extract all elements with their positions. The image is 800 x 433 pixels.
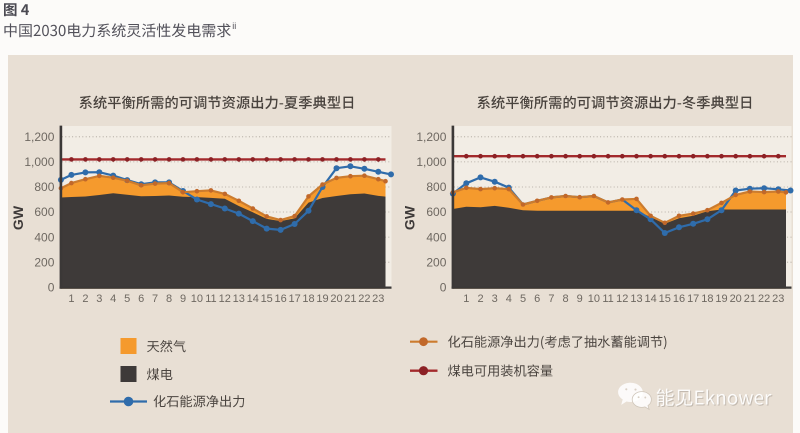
svg-text:14: 14 bbox=[644, 293, 656, 305]
svg-text:8: 8 bbox=[563, 293, 569, 305]
svg-text:2: 2 bbox=[82, 293, 88, 305]
svg-text:15: 15 bbox=[261, 293, 273, 305]
svg-text:7: 7 bbox=[152, 293, 158, 305]
svg-text:400: 400 bbox=[34, 230, 54, 244]
svg-text:20: 20 bbox=[730, 293, 742, 305]
svg-text:1: 1 bbox=[463, 293, 469, 305]
svg-text:20: 20 bbox=[330, 293, 342, 305]
svg-text:GW: GW bbox=[10, 205, 26, 230]
svg-text:5: 5 bbox=[520, 293, 526, 305]
svg-text:1,200: 1,200 bbox=[416, 130, 446, 144]
svg-text:16: 16 bbox=[274, 293, 286, 305]
svg-text:11: 11 bbox=[205, 293, 216, 305]
svg-text:2: 2 bbox=[477, 293, 483, 305]
svg-text:12: 12 bbox=[219, 293, 231, 305]
svg-text:ii: ii bbox=[232, 21, 236, 31]
svg-text:9: 9 bbox=[180, 293, 186, 305]
svg-text:0: 0 bbox=[48, 281, 55, 295]
svg-text:200: 200 bbox=[426, 255, 446, 269]
svg-text:600: 600 bbox=[426, 205, 446, 219]
svg-text:400: 400 bbox=[426, 230, 446, 244]
svg-text:10: 10 bbox=[588, 293, 600, 305]
svg-text:10: 10 bbox=[191, 293, 203, 305]
svg-text:18: 18 bbox=[701, 293, 713, 305]
svg-text:600: 600 bbox=[34, 205, 54, 219]
svg-text:19: 19 bbox=[715, 293, 727, 305]
svg-text:21: 21 bbox=[744, 293, 756, 305]
svg-text:23: 23 bbox=[372, 293, 384, 305]
svg-text:4: 4 bbox=[506, 293, 512, 305]
svg-text:1,200: 1,200 bbox=[24, 130, 54, 144]
svg-text:1: 1 bbox=[68, 293, 74, 305]
svg-text:17: 17 bbox=[687, 293, 699, 305]
svg-text:5: 5 bbox=[124, 293, 130, 305]
svg-text:15: 15 bbox=[659, 293, 671, 305]
svg-text:19: 19 bbox=[316, 293, 328, 305]
svg-text:1,000: 1,000 bbox=[416, 155, 446, 169]
svg-text:3: 3 bbox=[492, 293, 498, 305]
svg-text:18: 18 bbox=[302, 293, 314, 305]
svg-text:0: 0 bbox=[440, 281, 447, 295]
svg-text:800: 800 bbox=[426, 180, 446, 194]
svg-text:23: 23 bbox=[772, 293, 784, 305]
svg-text:13: 13 bbox=[233, 293, 245, 305]
svg-text:8: 8 bbox=[166, 293, 172, 305]
svg-text:22: 22 bbox=[358, 293, 370, 305]
svg-text:11: 11 bbox=[602, 293, 613, 305]
svg-text:6: 6 bbox=[534, 293, 540, 305]
svg-text:200: 200 bbox=[34, 255, 54, 269]
svg-text:21: 21 bbox=[344, 293, 356, 305]
svg-text:3: 3 bbox=[96, 293, 102, 305]
svg-text:16: 16 bbox=[673, 293, 685, 305]
svg-text:22: 22 bbox=[758, 293, 770, 305]
svg-text:800: 800 bbox=[34, 180, 54, 194]
svg-text:4: 4 bbox=[110, 293, 116, 305]
svg-text:1,000: 1,000 bbox=[24, 155, 54, 169]
svg-text:9: 9 bbox=[577, 293, 583, 305]
svg-text:GW: GW bbox=[402, 205, 418, 230]
svg-text:7: 7 bbox=[548, 293, 554, 305]
svg-text:14: 14 bbox=[247, 293, 259, 305]
svg-text:17: 17 bbox=[288, 293, 300, 305]
svg-text:13: 13 bbox=[630, 293, 642, 305]
svg-text:6: 6 bbox=[138, 293, 144, 305]
svg-text:12: 12 bbox=[616, 293, 628, 305]
